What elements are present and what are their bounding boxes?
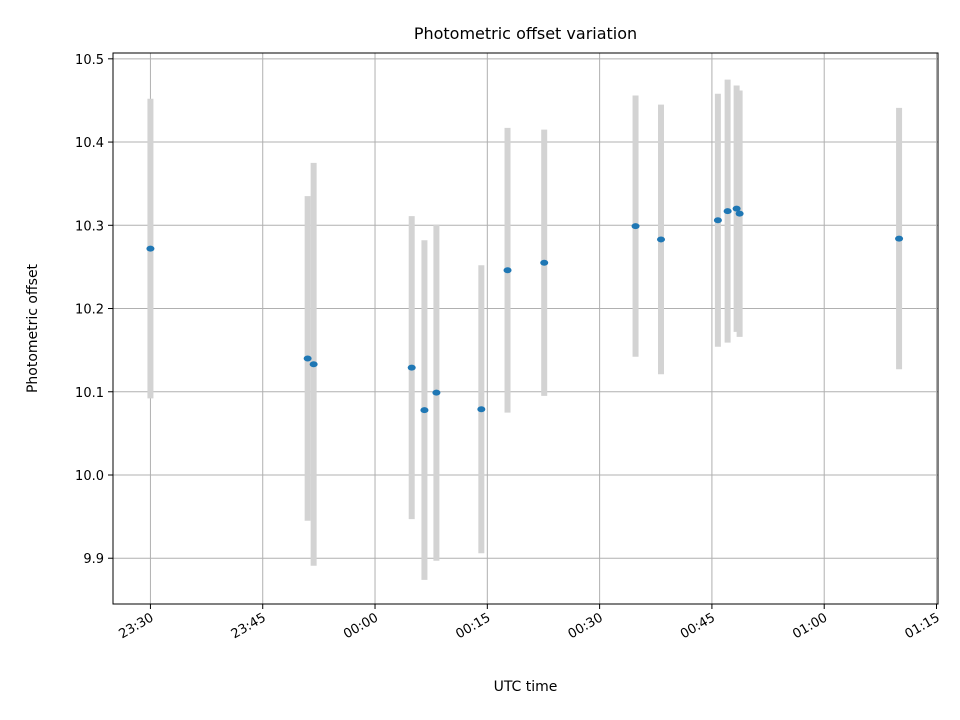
data-point: [735, 210, 744, 217]
y-tick-label: 10.3: [75, 219, 104, 234]
x-axis-label: UTC time: [494, 679, 558, 695]
data-point: [732, 205, 741, 212]
y-tick-label: 10.1: [75, 386, 104, 401]
data-point: [723, 208, 732, 215]
y-tick-label: 10.2: [75, 303, 104, 318]
data-point: [420, 407, 429, 414]
grid: [113, 53, 938, 604]
data-point: [432, 389, 441, 396]
data-point: [713, 217, 722, 224]
y-tick-label: 9.9: [83, 552, 104, 567]
data-point: [631, 223, 640, 230]
y-tick-label: 10.4: [75, 136, 104, 151]
data-point: [146, 245, 155, 252]
data-point: [407, 364, 416, 371]
y-tick-label: 10.5: [75, 53, 104, 68]
chart-title: Photometric offset variation: [414, 24, 637, 43]
data-point: [895, 235, 904, 242]
plot-frame: [112, 52, 939, 605]
data-point: [309, 361, 318, 368]
data-point: [540, 259, 549, 266]
data-point: [477, 406, 486, 413]
data-points: [146, 205, 904, 414]
y-tick-label: 10.0: [75, 469, 104, 484]
y-axis-label: Photometric offset: [25, 263, 41, 393]
data-point: [503, 267, 512, 274]
data-point: [303, 355, 312, 362]
data-point: [657, 236, 666, 243]
